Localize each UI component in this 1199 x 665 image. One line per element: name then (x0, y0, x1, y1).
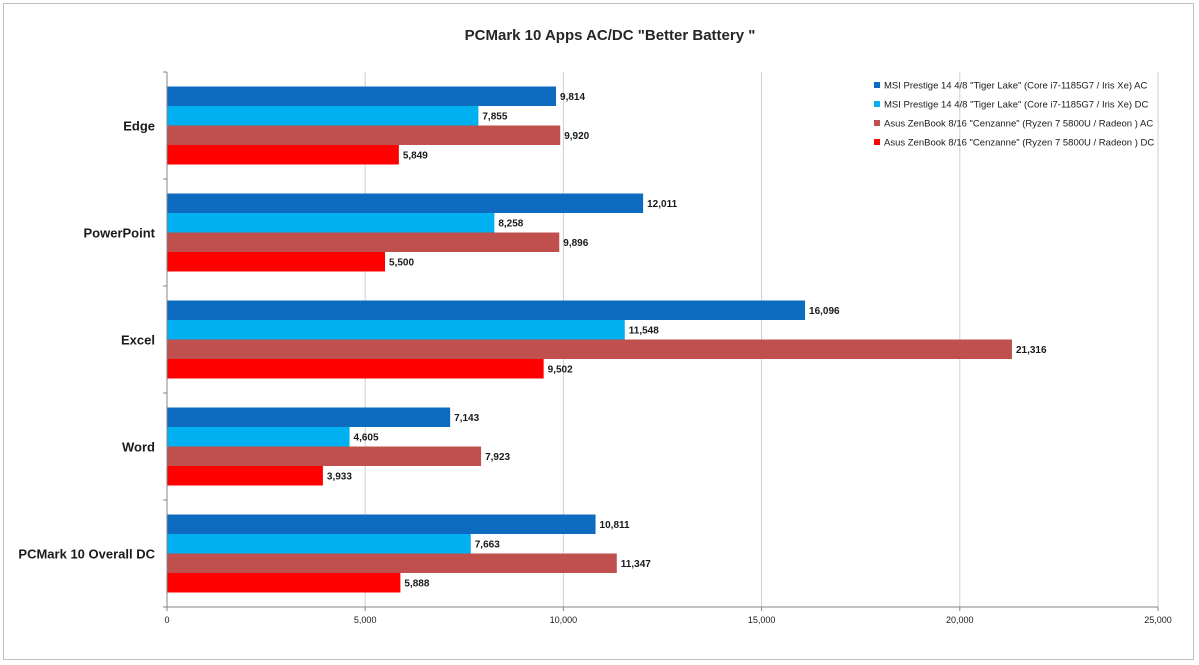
legend-entry: Asus ZenBook 8/16 "Cenzanne" (Ryzen 7 58… (884, 138, 1154, 149)
data-label: 8,258 (498, 218, 523, 229)
data-label: 16,096 (809, 306, 840, 317)
legend-entry: MSI Prestige 14 4/8 "Tiger Lake" (Core i… (884, 100, 1149, 111)
bar (167, 466, 323, 486)
bar (167, 125, 561, 145)
category-label: Edge (123, 119, 155, 134)
category-label: PCMark 10 Overall DC (18, 547, 155, 562)
chart-title: PCMark 10 Apps AC/DC "Better Battery " (465, 27, 756, 44)
category-label: PowerPoint (83, 226, 155, 241)
x-tick-label: 15,000 (748, 615, 776, 625)
legend-swatch (874, 120, 880, 126)
legend-swatch (874, 101, 880, 107)
bar (167, 252, 386, 272)
data-label: 7,143 (454, 413, 479, 424)
data-label: 4,605 (354, 432, 379, 443)
bar (167, 446, 482, 466)
legend-entry: MSI Prestige 14 4/8 "Tiger Lake" (Core i… (884, 81, 1147, 92)
bar (167, 232, 560, 252)
data-label: 11,548 (629, 325, 659, 336)
data-label: 7,923 (485, 452, 510, 463)
data-label: 9,502 (548, 364, 573, 375)
x-tick-label: 25,000 (1144, 615, 1172, 625)
axes: 0 5,000 10,000 15,000 20,000 25,000 Edge PowerP… (18, 71, 1172, 625)
data-label: 5,500 (389, 257, 414, 268)
legend-swatch (874, 82, 880, 88)
data-label: 9,920 (564, 131, 589, 142)
bar (167, 86, 557, 106)
bar (167, 339, 1012, 359)
bar (167, 553, 617, 573)
bar (167, 145, 399, 165)
bar (167, 106, 479, 126)
legend-swatch (874, 139, 880, 145)
x-tick-label: 0 (164, 615, 169, 625)
bar (167, 573, 401, 593)
data-label: 3,933 (327, 471, 352, 482)
bar (167, 359, 544, 379)
data-label: 9,814 (560, 92, 585, 103)
category-label: Excel (121, 333, 155, 348)
bar (167, 300, 806, 320)
data-label: 11,347 (621, 559, 651, 570)
bar (167, 514, 596, 534)
bars: 9,814 7,855 9,920 5,849 12,011 8,258 9,896 5,50… (167, 86, 1047, 593)
data-label: 10,811 (600, 520, 630, 531)
bar (167, 427, 350, 447)
bar (167, 193, 644, 213)
data-label: 7,663 (475, 539, 500, 550)
data-label: 5,888 (404, 578, 429, 589)
legend-entry: Asus ZenBook 8/16 "Cenzanne" (Ryzen 7 58… (884, 119, 1153, 130)
x-tick-label: 5,000 (354, 615, 377, 625)
category-label: Word (122, 440, 155, 455)
data-label: 7,855 (482, 111, 507, 122)
data-label: 5,849 (403, 150, 428, 161)
x-tick-label: 10,000 (550, 615, 578, 625)
bar (167, 320, 625, 340)
data-label: 12,011 (647, 199, 677, 210)
legend: MSI Prestige 14 4/8 "Tiger Lake" (Core i… (874, 81, 1154, 149)
data-label: 21,316 (1016, 345, 1047, 356)
bar (167, 407, 451, 427)
data-label: 9,896 (563, 238, 588, 249)
bar (167, 534, 471, 554)
x-tick-label: 20,000 (946, 615, 974, 625)
bar (167, 213, 495, 233)
